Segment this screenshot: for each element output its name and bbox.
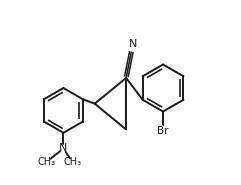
Text: Br: Br — [157, 126, 169, 136]
Text: N: N — [129, 39, 137, 49]
Text: CH₃: CH₃ — [63, 157, 81, 167]
Text: CH₃: CH₃ — [38, 157, 56, 167]
Text: N: N — [59, 144, 67, 154]
